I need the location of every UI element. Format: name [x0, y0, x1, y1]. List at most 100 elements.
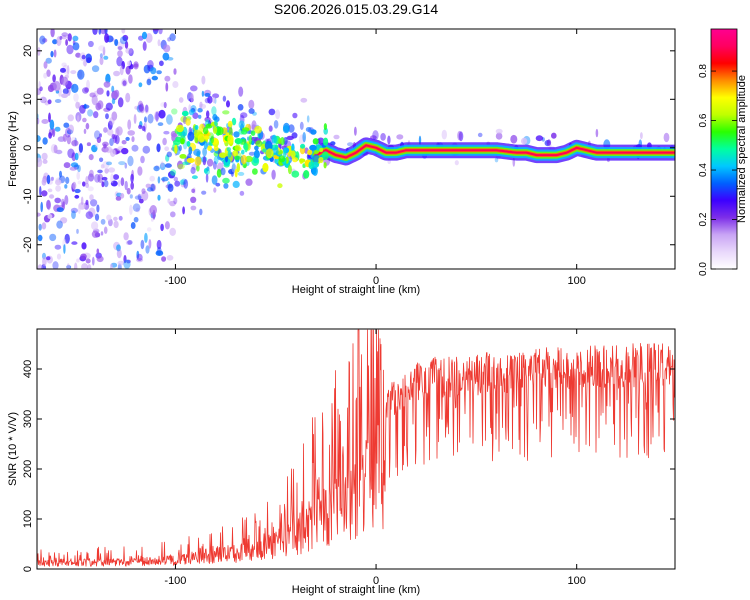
y-tick-label: 0	[22, 145, 34, 151]
spectrogram-blob	[300, 97, 308, 103]
spectrogram-blob	[188, 109, 194, 116]
spectrogram-blob	[191, 188, 196, 193]
spectrogram-blob	[77, 69, 85, 80]
spectrogram-track-patch	[228, 126, 233, 137]
spectrogram-blob	[81, 242, 87, 250]
spectrogram-blob	[150, 218, 154, 222]
spectrogram-blob	[125, 47, 133, 54]
spectrogram-blob	[106, 161, 112, 166]
spectrogram-blob	[306, 115, 310, 123]
spectrogram-blob	[37, 47, 41, 56]
spectrogram-blob	[99, 53, 103, 59]
spectrogram-blob	[113, 216, 118, 221]
spectrogram-blob	[92, 256, 95, 266]
spectrogram-track-patch	[252, 168, 258, 175]
spectrogram-track-patch	[240, 138, 247, 146]
spectrogram-blob	[77, 151, 81, 156]
spectrogram-blob	[71, 241, 78, 245]
spectrogram-blob	[41, 119, 49, 124]
spectrogram-track-patch	[180, 138, 185, 145]
spectrogram-blob	[663, 132, 670, 143]
spectrogram-blob	[98, 29, 102, 35]
spectrogram-blob	[226, 100, 230, 108]
spectrogram-blob	[93, 111, 99, 119]
spectrogram-blob	[387, 135, 391, 145]
spectrogram-track-patch	[174, 144, 178, 154]
spectrogram-blob	[107, 128, 114, 136]
spectrogram-track-patch	[262, 148, 267, 153]
spectrogram-blob	[240, 112, 248, 119]
spectrogram-blob	[41, 190, 48, 197]
spectrogram-blob	[80, 196, 84, 206]
spectrogram-blob	[380, 133, 386, 141]
spectrogram-blob	[55, 185, 61, 192]
spectrogram-blob	[70, 207, 78, 214]
spectrogram-blob	[183, 179, 189, 189]
spectrogram-blob	[145, 33, 153, 43]
spectrogram-blob	[157, 194, 161, 201]
spectrogram-blob	[66, 263, 71, 269]
spectrogram-blob	[140, 155, 145, 164]
spectrogram-track-patch	[188, 146, 193, 155]
spectrogram-blob	[82, 181, 86, 187]
spectrogram-blob	[160, 161, 164, 168]
spectrogram-track-patch	[234, 145, 241, 151]
spectrogram-track-band	[314, 144, 675, 159]
spectrogram-blob	[116, 56, 123, 67]
spectrogram-blob	[162, 137, 167, 146]
spectrogram-track-patch	[227, 150, 232, 158]
spectrogram-blob	[146, 227, 152, 232]
spectrogram-blob	[173, 197, 178, 205]
spectrogram-blob	[206, 110, 210, 119]
colorbar-scale	[711, 29, 737, 269]
spectrogram-blob	[164, 221, 170, 230]
spectrogram-blob	[96, 87, 104, 95]
spectrogram-track-patch	[203, 135, 210, 140]
spectrogram-blob	[47, 188, 53, 193]
x-tick-label: 100	[568, 275, 586, 287]
colorbar-tick-label: 0.2	[698, 212, 709, 226]
spectrogram-blob	[173, 176, 178, 182]
spectrogram-blob	[111, 85, 115, 93]
spectrogram-track-patch	[241, 149, 245, 155]
spectrogram-blob	[61, 35, 67, 40]
spectrogram-blob	[145, 245, 150, 254]
spectrogram-blob	[78, 143, 83, 153]
spectrogram-blob	[52, 39, 58, 45]
spectrogram-frame	[36, 28, 676, 270]
spectrogram-blob	[546, 139, 552, 146]
spectrogram-track-patch	[312, 166, 318, 176]
spectrogram-blob	[173, 68, 177, 75]
spectrogram-blob	[170, 169, 177, 176]
spectrogram-blob	[145, 183, 151, 189]
spectrogram-blob	[61, 62, 67, 67]
spectrogram-blob	[77, 115, 80, 123]
spectrogram-blob	[144, 232, 148, 243]
spectrogram-blob	[136, 258, 144, 263]
y-tick-label: 10	[22, 93, 34, 105]
spectrogram-blob	[125, 240, 132, 245]
spectrogram-blob	[142, 41, 147, 51]
spectrogram-blob	[64, 184, 68, 189]
spectrogram-blob	[91, 230, 99, 238]
spectrogram-blob	[495, 132, 503, 140]
spectrogram-blob	[123, 259, 131, 269]
spectrogram-blob	[65, 127, 71, 138]
spectrogram-blob	[150, 67, 157, 75]
spectrogram-blob	[132, 203, 141, 212]
spectrogram-x-axis-label: Height of straight line (km)	[292, 284, 420, 296]
spectrogram-blob	[275, 109, 281, 120]
spectrogram-blob	[99, 157, 104, 163]
x-tick-label: 100	[568, 575, 586, 587]
spectrogram-blob	[197, 107, 203, 113]
spectrogram-blob	[47, 99, 52, 105]
spectrogram-blob	[129, 204, 133, 215]
spectrogram-blob	[120, 193, 125, 199]
spectrogram-blob	[127, 130, 135, 136]
spectrogram-track-patch	[253, 157, 259, 164]
spectrogram-blob	[115, 196, 122, 201]
spectrogram-blob	[165, 82, 169, 92]
spectrogram-y-axis-label: Frequency (Hz)	[7, 111, 19, 187]
spectrogram-blob	[100, 231, 104, 236]
